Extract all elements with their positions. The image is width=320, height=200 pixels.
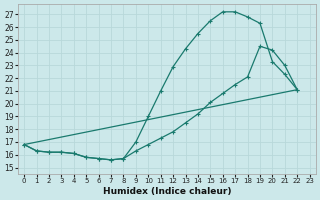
X-axis label: Humidex (Indice chaleur): Humidex (Indice chaleur)	[103, 187, 231, 196]
